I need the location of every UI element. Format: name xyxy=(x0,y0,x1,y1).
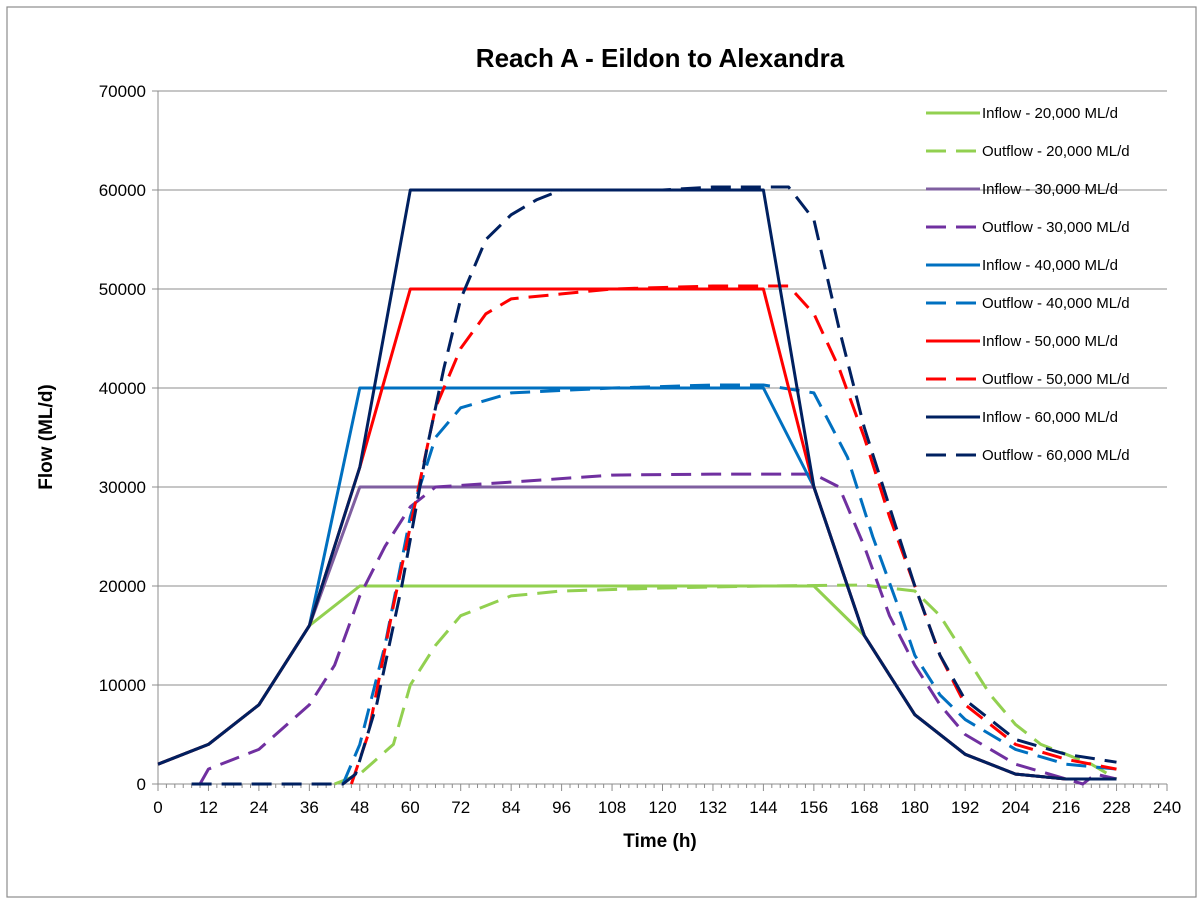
x-tick-label: 180 xyxy=(901,798,929,817)
x-tick-label: 216 xyxy=(1052,798,1080,817)
x-tick-label: 24 xyxy=(249,798,268,817)
legend-label: Inflow - 60,000 ML/d xyxy=(982,409,1118,426)
x-tick-label: 120 xyxy=(648,798,676,817)
x-tick-label: 96 xyxy=(552,798,571,817)
y-tick-label: 20000 xyxy=(99,577,146,596)
legend-label: Inflow - 30,000 ML/d xyxy=(982,181,1118,198)
legend: Inflow - 20,000 ML/d Outflow - 20,000 ML/… xyxy=(926,105,1130,464)
y-tick-label: 60000 xyxy=(99,181,146,200)
x-tick-label: 108 xyxy=(598,798,626,817)
chart-border xyxy=(6,6,1197,898)
y-tick-label: 0 xyxy=(137,775,146,794)
x-tick-label: 156 xyxy=(800,798,828,817)
legend-label: Outflow - 30,000 ML/d xyxy=(982,219,1130,236)
x-tick-label: 60 xyxy=(401,798,420,817)
legend-label: Outflow - 60,000 ML/d xyxy=(982,447,1130,464)
x-tick-label: 132 xyxy=(699,798,727,817)
y-axis-title: Flow (ML/d) xyxy=(36,384,57,490)
x-tick-label: 168 xyxy=(850,798,878,817)
x-tick-label: 84 xyxy=(502,798,521,817)
x-tick-label: 0 xyxy=(153,798,162,817)
y-tick-label: 50000 xyxy=(99,280,146,299)
y-tick-label: 30000 xyxy=(99,478,146,497)
legend-label: Inflow - 50,000 ML/d xyxy=(982,333,1118,350)
legend-label: Outflow - 40,000 ML/d xyxy=(982,295,1130,312)
legend-label: Outflow - 20,000 ML/d xyxy=(982,143,1130,160)
x-tick-label: 72 xyxy=(451,798,470,817)
y-tick-label: 10000 xyxy=(99,676,146,695)
x-tick-label: 204 xyxy=(1001,798,1029,817)
x-tick-label: 12 xyxy=(199,798,218,817)
x-tick-label: 228 xyxy=(1102,798,1130,817)
series-lines xyxy=(157,185,1118,786)
series-line-9 xyxy=(157,188,1117,781)
x-axis-title: Time (h) xyxy=(623,831,697,852)
series-line-2 xyxy=(334,583,1118,786)
legend-label: Outflow - 50,000 ML/d xyxy=(982,371,1130,388)
y-tick-label: 70000 xyxy=(99,82,146,101)
chart-title: Reach A - Eildon to Alexandra xyxy=(476,43,845,73)
series-line-4 xyxy=(198,472,1117,786)
x-tick-label: 240 xyxy=(1153,798,1181,817)
x-tick-label: 36 xyxy=(300,798,319,817)
x-tick-label: 144 xyxy=(749,798,777,817)
axes: 0 10000 20000 30000 40000 50000 60000 70000 0 12 2… xyxy=(99,82,1181,817)
x-tick-label: 192 xyxy=(951,798,979,817)
y-tick-label: 40000 xyxy=(99,379,146,398)
legend-label: Inflow - 40,000 ML/d xyxy=(982,257,1118,274)
legend-label: Inflow - 20,000 ML/d xyxy=(982,105,1118,122)
x-tick-label: 48 xyxy=(350,798,369,817)
